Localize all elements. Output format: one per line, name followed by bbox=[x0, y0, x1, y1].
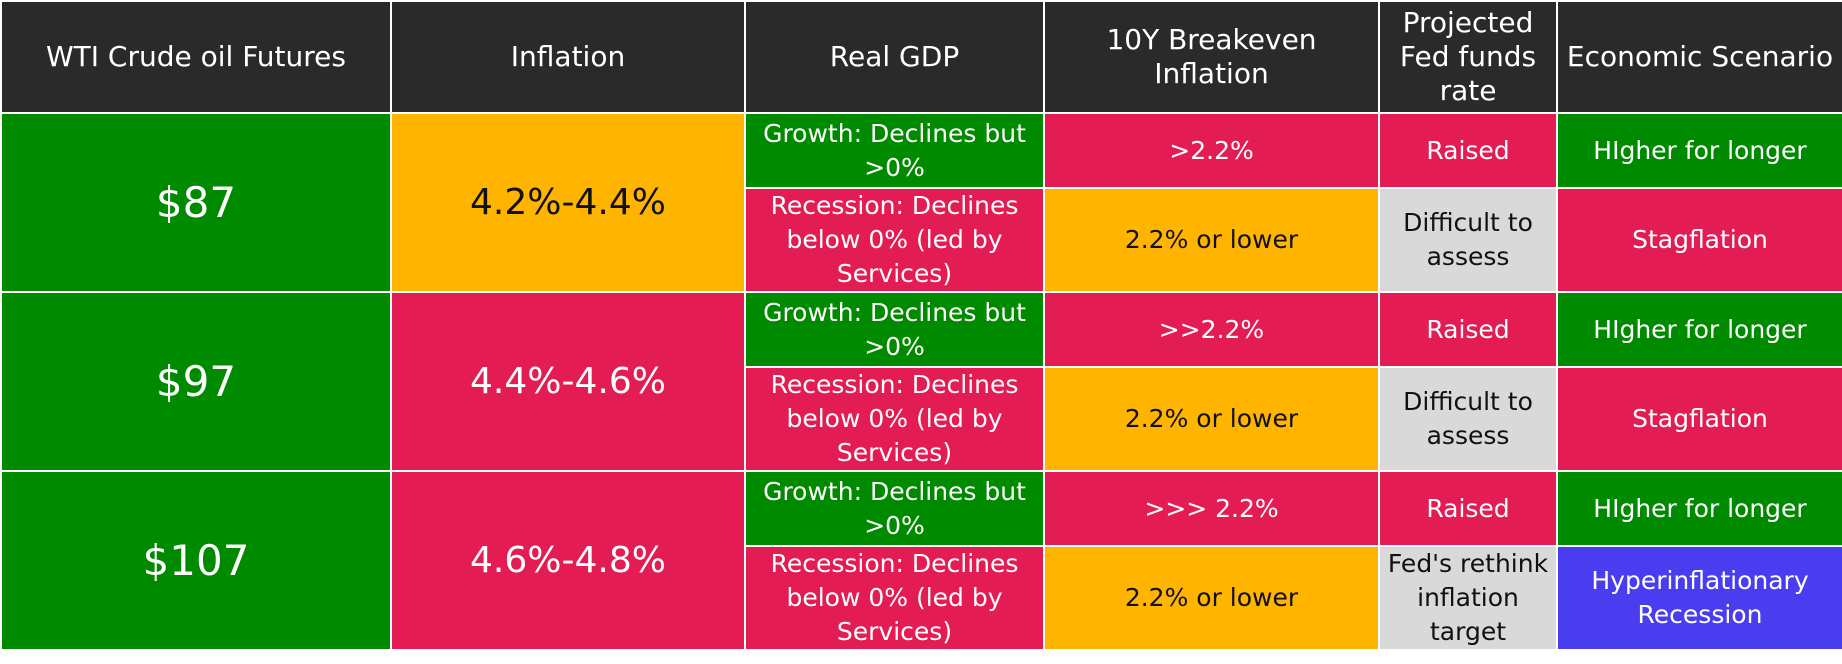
scenario-cell: Stagflation bbox=[1556, 366, 1842, 472]
header-fed-rate: Projected Fed funds rate bbox=[1378, 0, 1558, 114]
inflation-cell: 4.6%-4.8% bbox=[390, 470, 746, 651]
header-inflation: Inflation bbox=[390, 0, 746, 114]
breakeven-cell: >>> 2.2% bbox=[1043, 470, 1380, 547]
table-row: $107 4.6%-4.8% Growth: Declines but >0% … bbox=[0, 470, 1842, 651]
gdp-cell: Recession: Declines below 0% (led by Ser… bbox=[744, 366, 1045, 472]
header-row: WTI Crude oil Futures Inflation Real GDP… bbox=[0, 0, 1842, 114]
fed-rate-cell: Difficult to assess bbox=[1378, 187, 1558, 293]
gdp-cell: Growth: Declines but >0% bbox=[744, 291, 1045, 368]
inflation-cell: 4.2%-4.4% bbox=[390, 112, 746, 293]
fed-rate-cell: Raised bbox=[1378, 112, 1558, 189]
wti-price-cell: $87 bbox=[0, 112, 392, 293]
breakeven-cell: >2.2% bbox=[1043, 112, 1380, 189]
scenario-cell: HIgher for longer bbox=[1556, 470, 1842, 547]
gdp-cell: Growth: Declines but >0% bbox=[744, 470, 1045, 547]
table-row: $97 4.4%-4.6% Growth: Declines but >0% >… bbox=[0, 291, 1842, 472]
scenario-cell: Stagflation bbox=[1556, 187, 1842, 293]
fed-rate-cell: Difficult to assess bbox=[1378, 366, 1558, 472]
inflation-cell: 4.4%-4.6% bbox=[390, 291, 746, 472]
gdp-cell: Recession: Declines below 0% (led by Ser… bbox=[744, 187, 1045, 293]
table-row: $87 4.2%-4.4% Growth: Declines but >0% >… bbox=[0, 112, 1842, 293]
gdp-cell: Recession: Declines below 0% (led by Ser… bbox=[744, 545, 1045, 651]
breakeven-cell: 2.2% or lower bbox=[1043, 366, 1380, 472]
breakeven-cell: >>2.2% bbox=[1043, 291, 1380, 368]
table-row: Recession: Declines below 0% (led by Ser… bbox=[1, 545, 1842, 651]
header-wti: WTI Crude oil Futures bbox=[0, 0, 392, 114]
fed-rate-cell: Raised bbox=[1378, 291, 1558, 368]
header-real-gdp: Real GDP bbox=[744, 0, 1045, 114]
fed-rate-cell: Raised bbox=[1378, 470, 1558, 547]
header-breakeven: 10Y Breakeven Inflation bbox=[1043, 0, 1380, 114]
scenario-cell: Hyperinflationary Recession bbox=[1556, 545, 1842, 651]
header-scenario: Economic Scenario bbox=[1556, 0, 1842, 114]
breakeven-cell: 2.2% or lower bbox=[1043, 545, 1380, 651]
wti-price-cell: $107 bbox=[0, 470, 392, 651]
fed-rate-cell: Fed's rethink inflation target bbox=[1378, 545, 1558, 651]
table-row: Recession: Declines below 0% (led by Ser… bbox=[1, 187, 1842, 293]
table-row: Recession: Declines below 0% (led by Ser… bbox=[1, 366, 1842, 472]
scenario-cell: HIgher for longer bbox=[1556, 112, 1842, 189]
breakeven-cell: 2.2% or lower bbox=[1043, 187, 1380, 293]
gdp-cell: Growth: Declines but >0% bbox=[744, 112, 1045, 189]
wti-price-cell: $97 bbox=[0, 291, 392, 472]
scenario-cell: HIgher for longer bbox=[1556, 291, 1842, 368]
